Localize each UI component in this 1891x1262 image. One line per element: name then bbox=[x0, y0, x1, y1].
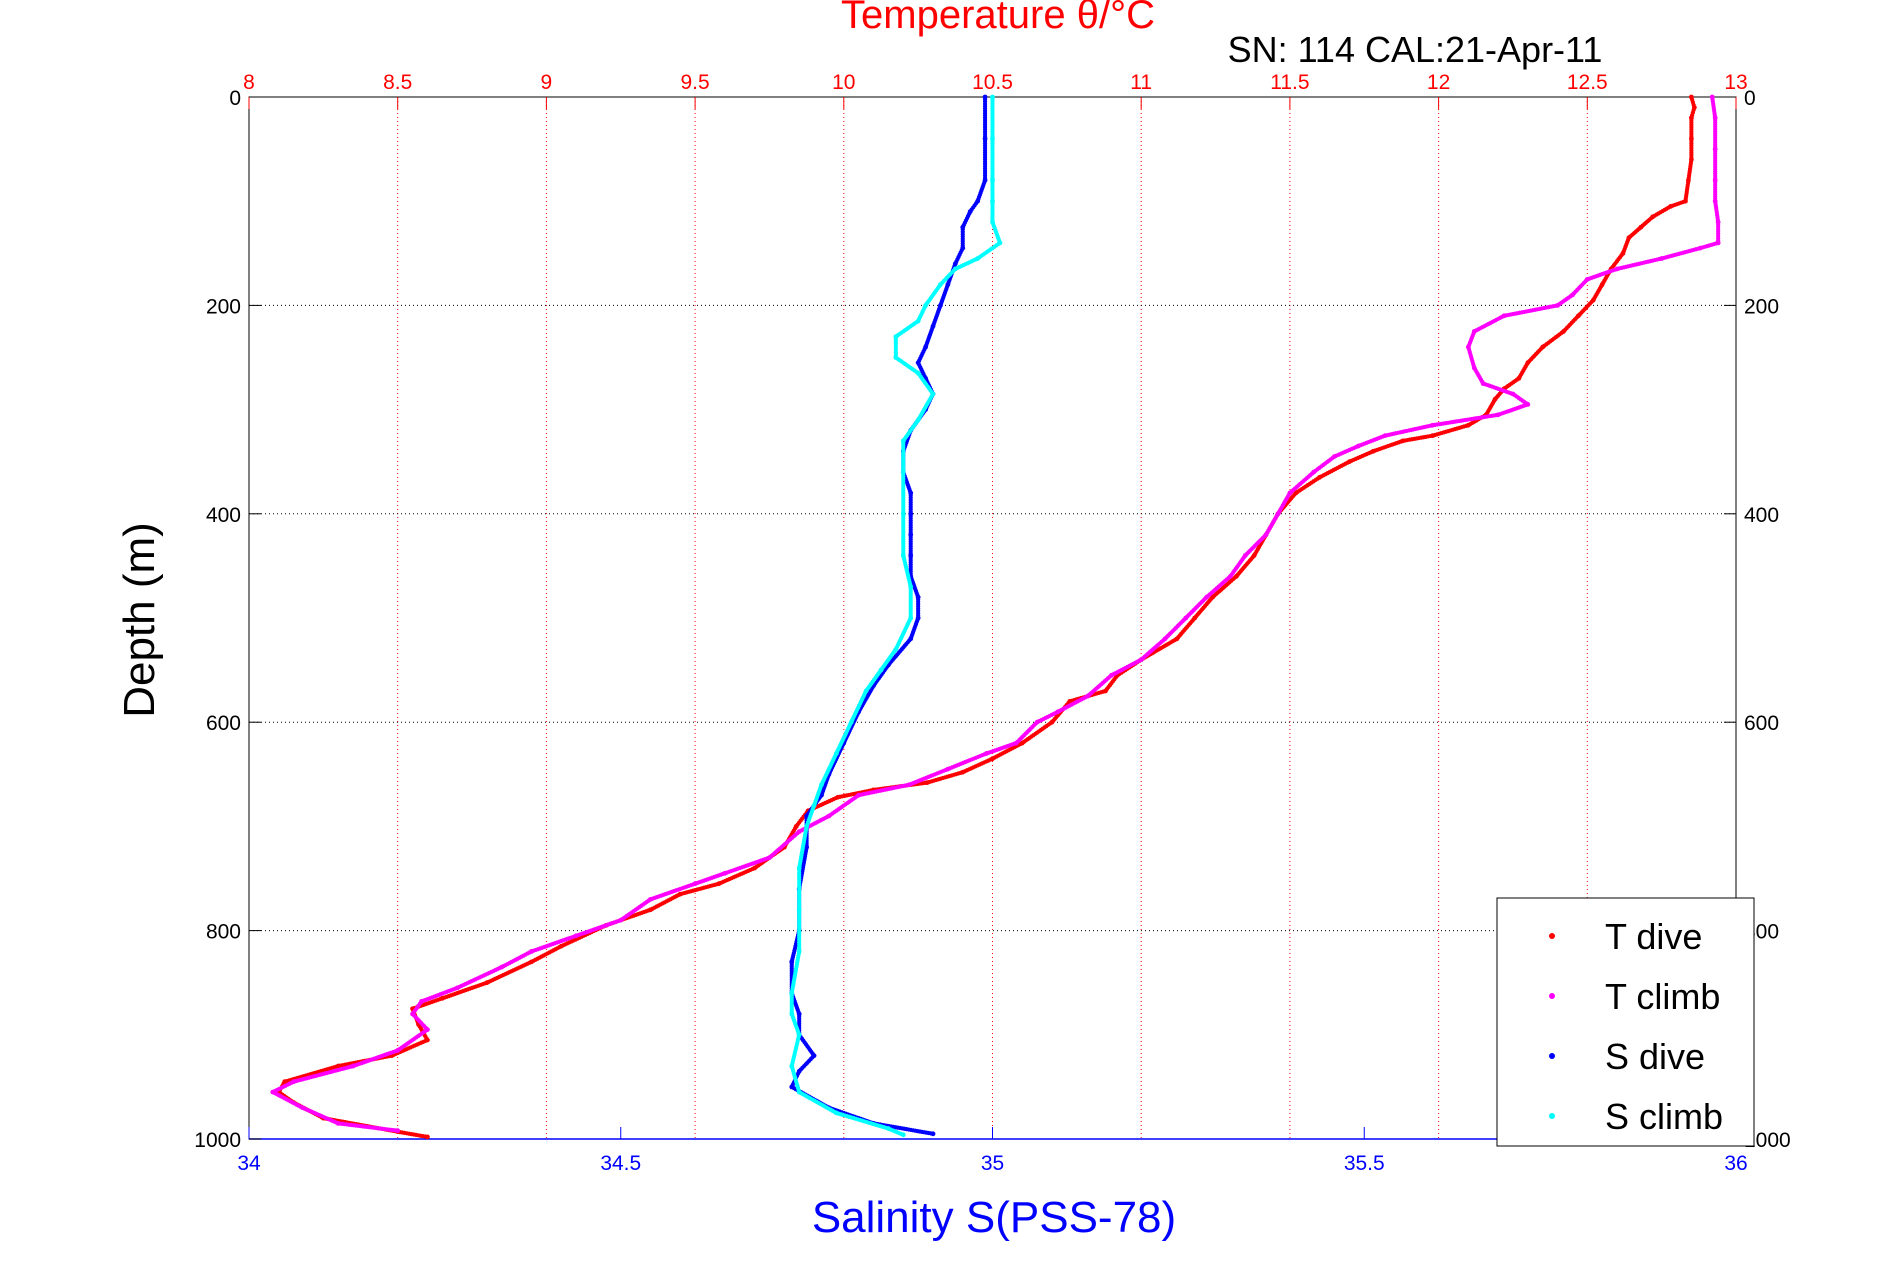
data-point bbox=[425, 1134, 430, 1140]
bottom-tick-label: 34 bbox=[237, 1152, 261, 1175]
legend-marker bbox=[1549, 1113, 1555, 1119]
bottom-tick-label: 35 bbox=[981, 1152, 1004, 1175]
y-tick-label-right: 400 bbox=[1744, 504, 1779, 527]
legend: T dive T climb S dive S climb bbox=[1496, 897, 1755, 1147]
series-s-climb bbox=[789, 94, 1003, 1138]
legend-marker bbox=[1549, 993, 1555, 999]
bottom-tick-label: 34.5 bbox=[600, 1152, 641, 1175]
legend-label: S dive bbox=[1605, 1036, 1705, 1077]
top-tick-label: 8 bbox=[243, 71, 255, 94]
y-tick-label-left: 800 bbox=[206, 921, 241, 944]
top-tick-label: 8.5 bbox=[383, 71, 412, 94]
top-tick-label: 12 bbox=[1427, 71, 1450, 94]
y-axis-title: Depth (m) bbox=[115, 522, 164, 718]
top-tick-label: 11.5 bbox=[1270, 71, 1309, 94]
legend-label: T dive bbox=[1605, 916, 1702, 957]
chart-title: Temperature θ/°C bbox=[841, 0, 1155, 37]
y-tick-label-right: 600 bbox=[1744, 712, 1779, 735]
top-tick-label: 12.5 bbox=[1567, 71, 1608, 94]
data-series bbox=[270, 94, 1721, 1140]
top-tick-label: 11 bbox=[1130, 71, 1152, 94]
axis-ticks: 8 8.5 9 9.5 10 10.5 11 11.5 12 12.5 13 34 34.5 35 35.5… bbox=[194, 71, 1790, 1175]
y-tick-label-right: 200 bbox=[1744, 295, 1779, 318]
legend-marker bbox=[1549, 1053, 1555, 1059]
top-tick-label: 10.5 bbox=[972, 71, 1013, 94]
y-tick-label-left: 1000 bbox=[194, 1129, 241, 1152]
top-tick-label: 13 bbox=[1724, 71, 1747, 94]
legend-box bbox=[1496, 897, 1755, 1147]
top-tick-label: 10 bbox=[832, 71, 855, 94]
legend-marker bbox=[1549, 933, 1555, 939]
y-tick-label-left: 0 bbox=[229, 87, 241, 110]
y-tick-label-left: 600 bbox=[206, 712, 241, 735]
y-tick-label-left: 200 bbox=[206, 295, 241, 318]
top-tick-label: 9 bbox=[541, 71, 553, 94]
legend-label: T climb bbox=[1605, 976, 1720, 1017]
bottom-tick-label: 35.5 bbox=[1344, 1152, 1385, 1175]
legend-label: S climb bbox=[1605, 1096, 1723, 1137]
series-s-dive bbox=[789, 94, 988, 1137]
bottom-tick-label: 36 bbox=[1724, 1152, 1747, 1175]
y-tick-label-left: 400 bbox=[206, 504, 241, 527]
data-point bbox=[930, 1131, 936, 1137]
y-tick-label-right: 0 bbox=[1744, 87, 1756, 110]
x-axis-title: Salinity S(PSS-78) bbox=[812, 1193, 1176, 1242]
grid bbox=[249, 97, 1736, 1139]
series-t-climb bbox=[270, 94, 1721, 1134]
data-point bbox=[395, 1128, 401, 1134]
y-tick-label-right: 1000 bbox=[1744, 1129, 1791, 1152]
chart-subtitle: SN: 114 CAL:21-Apr-11 bbox=[1228, 29, 1603, 70]
top-tick-label: 9.5 bbox=[680, 71, 709, 94]
data-point bbox=[900, 1132, 906, 1138]
